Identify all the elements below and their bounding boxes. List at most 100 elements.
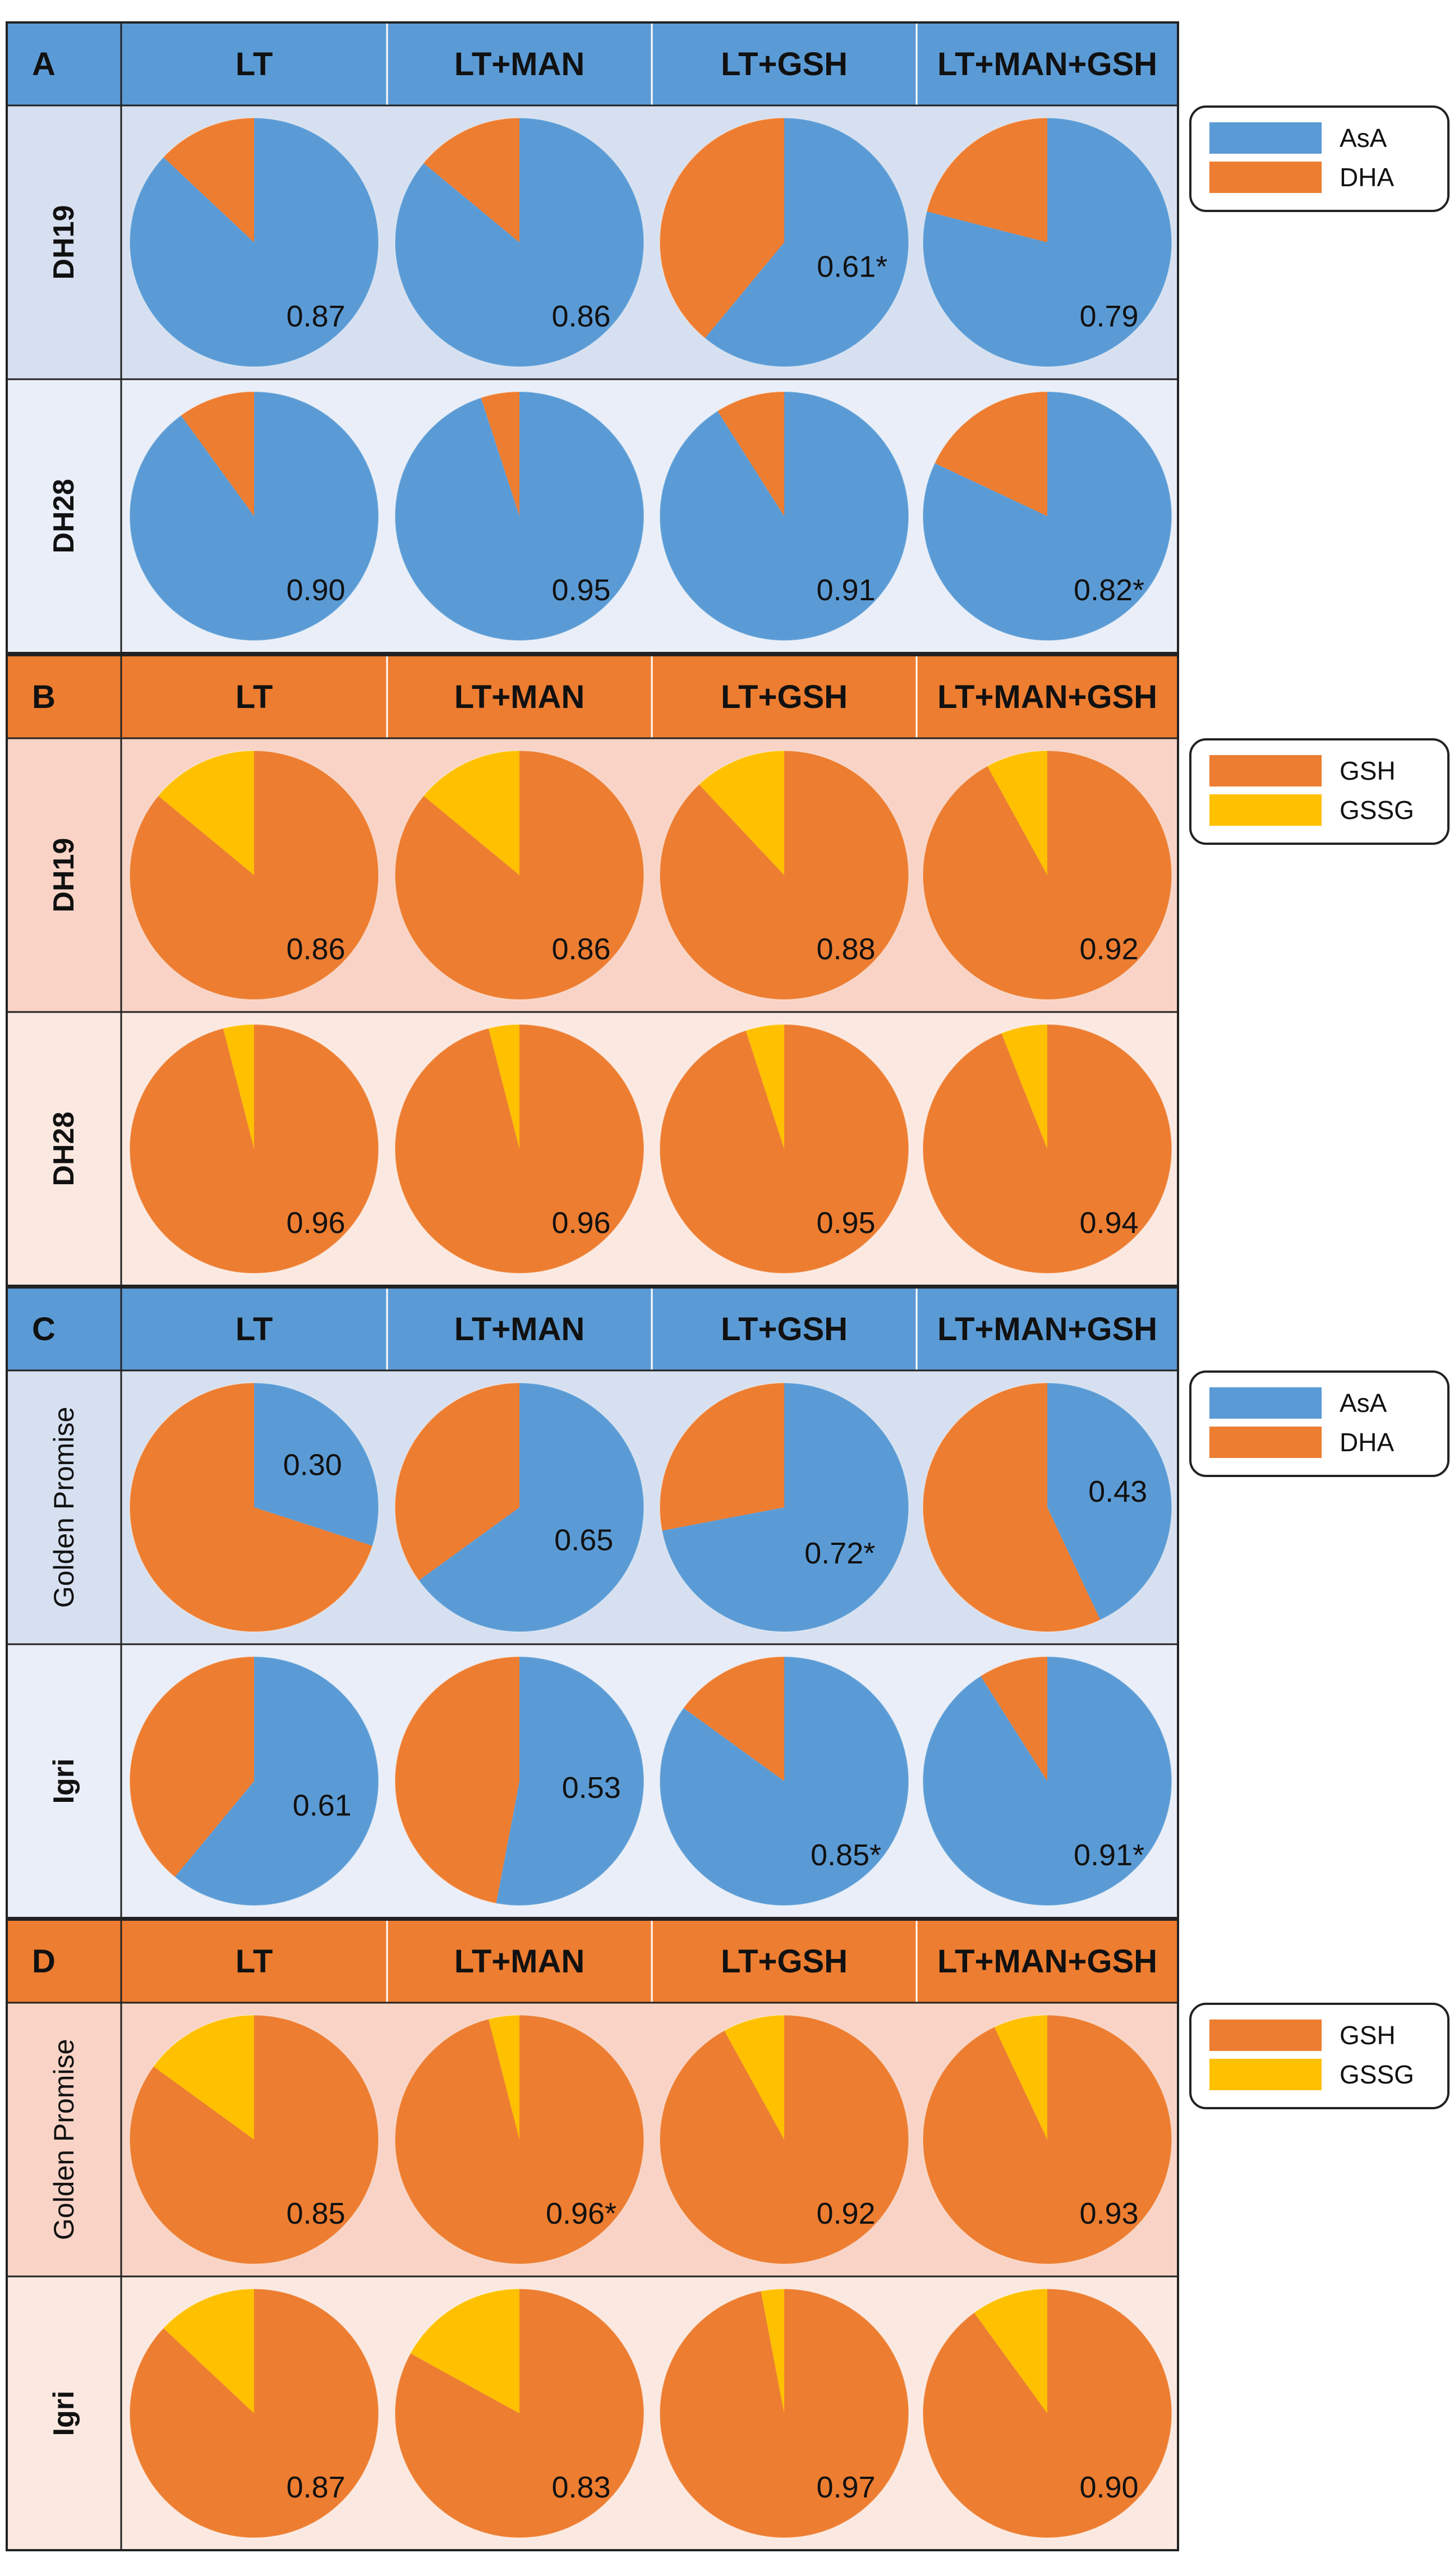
legend-label-gssg: GSSG: [1340, 795, 1414, 825]
panel-letter: B: [32, 679, 56, 715]
pie-slice-asa: [254, 1383, 379, 1546]
row-label-dh28: DH28: [48, 479, 80, 554]
pie-chart: 0.83: [394, 2288, 645, 2538]
pie-chart: 0.87: [129, 117, 379, 367]
pie-chart: 0.65: [394, 1382, 645, 1632]
data-label: 0.91*: [1074, 1838, 1144, 1872]
panel-border: [6, 21, 1179, 654]
pie-slice-gssg: [410, 2289, 519, 2413]
pie-outline: [922, 391, 1172, 641]
legend-label-gsh: GSH: [1340, 756, 1396, 785]
pie-slice-gssg: [1001, 1024, 1047, 1149]
data-label: 0.90: [1079, 2471, 1138, 2504]
pie-outline: [394, 117, 645, 367]
pie-slice-dha: [395, 1383, 519, 1581]
pie-chart: 0.96*: [394, 2014, 645, 2265]
pie-outline: [129, 1024, 379, 1274]
pie-slice-dha: [935, 392, 1047, 516]
pie-chart: 0.97: [659, 2288, 909, 2538]
data-label: 0.87: [286, 300, 345, 333]
panel-letter: A: [32, 46, 56, 82]
data-label: 0.43: [1088, 1475, 1147, 1508]
pie-chart: 0.88: [659, 750, 909, 1000]
data-label: 0.83: [551, 2471, 610, 2504]
row-label-igri: Igri: [48, 1759, 80, 1804]
pie-outline: [659, 117, 909, 367]
data-label: 0.95: [816, 1206, 875, 1240]
pie-outline: [922, 1024, 1172, 1274]
data-label: 0.88: [816, 932, 875, 966]
data-label: 0.82*: [1074, 573, 1144, 607]
pie-chart: 0.92: [659, 2014, 909, 2265]
pie-chart: 0.95: [394, 391, 645, 641]
pie-slice-gsh: [660, 2289, 909, 2538]
pie-chart: 0.90: [129, 391, 379, 641]
pie-slice-gssg: [163, 2289, 254, 2413]
legend-label-asa: AsA: [1340, 123, 1387, 153]
pie-outline: [394, 2014, 645, 2265]
pie-slice-gssg: [724, 2015, 784, 2140]
pie-slice-asa: [418, 1383, 645, 1632]
pie-outline: [659, 750, 909, 1000]
pie-chart: 0.92: [922, 750, 1172, 1000]
pie-slice-asa: [130, 392, 379, 641]
panel-header: [7, 22, 1178, 105]
pie-slice-dha: [394, 1657, 519, 1904]
row-label-dh19: DH19: [48, 205, 80, 280]
pie-outline: [394, 1382, 645, 1632]
panel-header: [7, 1287, 1178, 1370]
legend-box: [1189, 738, 1450, 845]
column-header-lt: LT: [236, 46, 273, 82]
row-label-golden-promise: Golden Promise: [48, 1407, 80, 1608]
pie-slice-gssg: [488, 2015, 519, 2140]
column-header-lt-man: LT+MAN: [454, 46, 585, 82]
pie-slice-dha: [660, 1383, 784, 1531]
legend-C: AsA DHA: [1189, 1370, 1450, 1477]
pie-outline: [659, 2014, 909, 2265]
legend-label-gsh: GSH: [1340, 2021, 1396, 2050]
pie-chart: 0.94: [922, 1024, 1172, 1274]
pie-slice-gssg: [223, 1024, 254, 1149]
pie-slice-gssg: [699, 751, 784, 875]
pie-slice-gsh: [394, 2015, 644, 2264]
pie-outline: [922, 2014, 1172, 2265]
pie-chart: 0.79: [922, 117, 1172, 367]
pie-chart: 0.91*: [922, 1656, 1172, 1906]
data-label: 0.95: [551, 573, 610, 607]
row-label-golden-promise: Golden Promise: [48, 2039, 80, 2241]
pie-chart: 0.86: [394, 117, 645, 367]
pie-slice-gsh: [923, 1024, 1172, 1273]
pie-slice-dha: [423, 118, 519, 242]
pie-slice-asa: [923, 392, 1172, 641]
pie-outline: [394, 1656, 645, 1906]
pie-slice-gssg: [761, 2289, 784, 2413]
pie-slice-gssg: [987, 751, 1047, 875]
pie-slice-gssg: [974, 2289, 1047, 2413]
panel-B: B LT LT+MAN LT+GSH LT+MAN+GSH DH19 DH28 0.86 0.8…: [6, 654, 1179, 1287]
panel-letter: D: [32, 1943, 56, 1980]
data-label: 0.93: [1079, 2197, 1138, 2230]
pie-slice-dha: [717, 392, 784, 516]
pie-chart: 0.82*: [922, 391, 1172, 641]
column-header-lt-man: LT+MAN: [454, 679, 585, 715]
panel-border: [6, 654, 1179, 1287]
pie-slice-gssg: [153, 2015, 254, 2140]
legend-swatch-dha: [1209, 162, 1322, 193]
pie-slice-dha: [926, 118, 1047, 242]
column-header-lt-man-gsh: LT+MAN+GSH: [937, 1943, 1157, 1980]
pie-slice-asa: [1047, 1383, 1172, 1620]
column-header-lt-gsh: LT+GSH: [721, 1943, 848, 1980]
data-label: 0.85: [286, 2197, 345, 2230]
pie-slice-dha: [130, 1383, 373, 1632]
pie-chart: 0.90: [922, 2288, 1172, 2538]
column-header-lt-gsh: LT+GSH: [721, 679, 848, 715]
pie-outline: [129, 2014, 379, 2265]
pie-chart: 0.91: [659, 391, 909, 641]
data-label: 0.92: [816, 2197, 875, 2230]
pie-slice-gsh: [395, 2289, 645, 2538]
panel-border: [6, 1286, 1179, 1919]
pie-slice-gsh: [130, 1024, 379, 1273]
pie-slice-dha: [163, 118, 254, 242]
data-label: 0.91: [816, 573, 875, 607]
